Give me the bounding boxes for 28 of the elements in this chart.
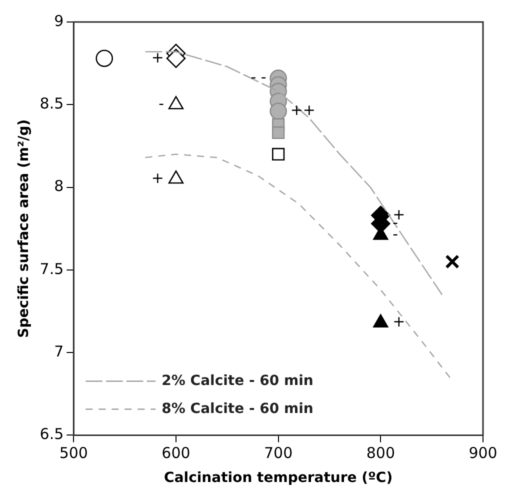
x-tick-label: 500 [59,444,88,462]
point [166,48,186,68]
point [272,148,285,161]
annotation: - [158,94,164,113]
x-tick-label: 600 [162,444,190,462]
x-tick-label: 700 [264,444,293,462]
y-tick-label: 7 [54,342,64,360]
point [272,126,285,140]
annotation: + [392,312,406,331]
y-tick-label: 9 [54,12,64,30]
annotation: + [151,48,164,66]
annotation: - - [250,68,266,86]
annotation: ++ [290,101,316,120]
y-tick-label: 6.5 [40,425,64,444]
point [96,50,114,68]
annotation: + [151,168,164,187]
y-tick-label: 8.5 [40,94,64,113]
y-axis-title: Specific surface area (m²/g) [16,119,32,338]
x-tick-label: 900 [468,444,498,462]
x-axis-title: Calcination temperature (ºC) [164,470,393,486]
legend-label: 8% Calcite - 60 min [162,400,314,417]
annotation: - [392,225,398,244]
legend-label: 2% Calcite - 60 min [162,372,314,389]
x-tick-label: 800 [366,444,395,462]
point [270,102,287,120]
y-tick-label: 7.5 [40,260,64,278]
point [445,254,460,269]
y-tick-label: 8 [54,177,64,196]
